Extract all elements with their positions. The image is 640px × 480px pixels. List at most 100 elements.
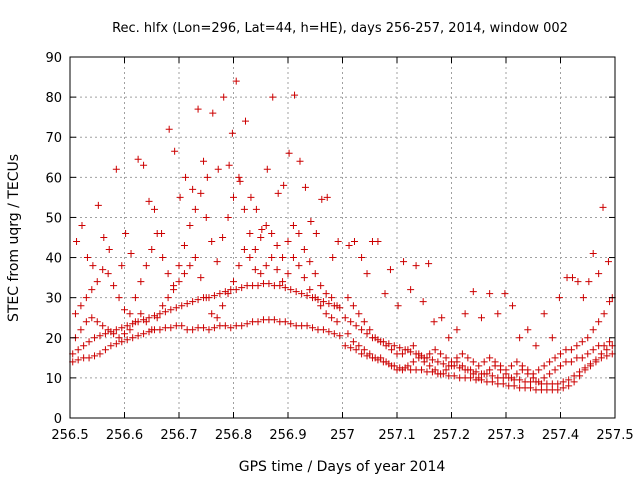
- data-point: [317, 282, 325, 290]
- data-point: [513, 358, 521, 366]
- data-point: [570, 378, 578, 386]
- data-point: [178, 302, 186, 310]
- data-point: [396, 344, 404, 352]
- data-point: [88, 286, 96, 294]
- data-point: [328, 314, 336, 322]
- data-point: [112, 340, 120, 348]
- data-point: [221, 322, 229, 330]
- data-point: [529, 370, 537, 378]
- data-point: [214, 165, 222, 173]
- data-point: [232, 77, 240, 85]
- data-point: [499, 380, 507, 388]
- data-point: [349, 338, 357, 346]
- data-point: [99, 266, 107, 274]
- y-tick-label: 40: [45, 252, 62, 267]
- data-point: [134, 332, 142, 340]
- data-point: [394, 302, 402, 310]
- data-point: [585, 278, 593, 286]
- data-point: [213, 314, 221, 322]
- data-point: [477, 314, 485, 322]
- data-point: [358, 350, 366, 358]
- data-point: [480, 370, 488, 378]
- data-point: [597, 350, 605, 358]
- data-point: [328, 294, 336, 302]
- data-point: [270, 316, 278, 324]
- data-point: [137, 310, 145, 318]
- data-point: [425, 260, 433, 268]
- data-point: [480, 358, 488, 366]
- data-point: [159, 302, 167, 310]
- data-point: [513, 370, 521, 378]
- data-point: [360, 346, 368, 354]
- data-point: [156, 310, 164, 318]
- data-point: [262, 221, 270, 229]
- data-point: [518, 362, 526, 370]
- data-point: [606, 338, 614, 346]
- data-point: [123, 336, 131, 344]
- data-point: [274, 189, 282, 197]
- y-tick-label: 70: [45, 131, 62, 146]
- data-point: [559, 384, 567, 392]
- data-point: [319, 298, 327, 306]
- data-point: [469, 370, 477, 378]
- data-point: [491, 358, 499, 366]
- x-axis: 256.5 256.6 256.7 256.8 256.9 257 257.1 257.2 25…: [51, 57, 634, 443]
- data-point: [208, 238, 216, 246]
- data-point: [107, 342, 115, 350]
- data-point: [535, 366, 543, 374]
- data-point: [224, 213, 232, 221]
- x-axis-label: GPS time / Days of year 2014: [239, 459, 446, 475]
- data-point: [273, 266, 281, 274]
- data-point: [388, 362, 396, 370]
- data-point: [475, 362, 483, 370]
- data-point: [268, 254, 276, 262]
- data-point: [285, 149, 293, 157]
- data-point: [352, 346, 360, 354]
- data-point: [589, 326, 597, 334]
- data-point: [295, 262, 303, 270]
- data-point: [604, 258, 612, 266]
- data-point: [442, 366, 450, 374]
- x-tick-label: 257: [330, 428, 355, 443]
- data-point: [273, 242, 281, 250]
- data-point: [291, 91, 299, 99]
- data-point: [347, 318, 355, 326]
- data-point: [88, 314, 96, 322]
- data-point: [501, 290, 509, 298]
- data-point: [600, 310, 608, 318]
- data-point: [565, 376, 573, 384]
- data-point: [254, 318, 262, 326]
- data-point: [589, 346, 597, 354]
- data-point: [100, 234, 108, 241]
- data-point: [442, 354, 450, 362]
- data-point: [371, 334, 379, 342]
- data-point: [551, 354, 559, 362]
- data-point: [161, 308, 169, 316]
- data-point: [165, 125, 173, 133]
- data-point: [576, 368, 584, 376]
- data-point: [200, 324, 208, 332]
- data-point: [85, 338, 93, 346]
- data-point: [439, 360, 447, 368]
- data-point: [426, 350, 434, 358]
- data-point: [123, 322, 131, 330]
- data-point: [325, 328, 333, 336]
- data-point: [554, 380, 562, 388]
- data-point: [269, 93, 277, 101]
- data-point: [322, 310, 330, 318]
- data-point: [284, 238, 292, 246]
- data-point: [464, 354, 472, 362]
- data-point: [194, 296, 202, 304]
- data-point: [258, 225, 266, 233]
- data-point: [197, 189, 205, 197]
- data-point: [559, 378, 567, 386]
- data-point: [300, 274, 308, 282]
- data-point: [574, 278, 582, 286]
- data-point: [445, 334, 453, 342]
- data-point: [330, 330, 338, 338]
- data-point: [595, 270, 603, 278]
- x-tick-label: 257.3: [487, 428, 524, 443]
- data-point: [110, 282, 118, 290]
- data-point: [344, 330, 352, 338]
- data-point: [137, 278, 145, 286]
